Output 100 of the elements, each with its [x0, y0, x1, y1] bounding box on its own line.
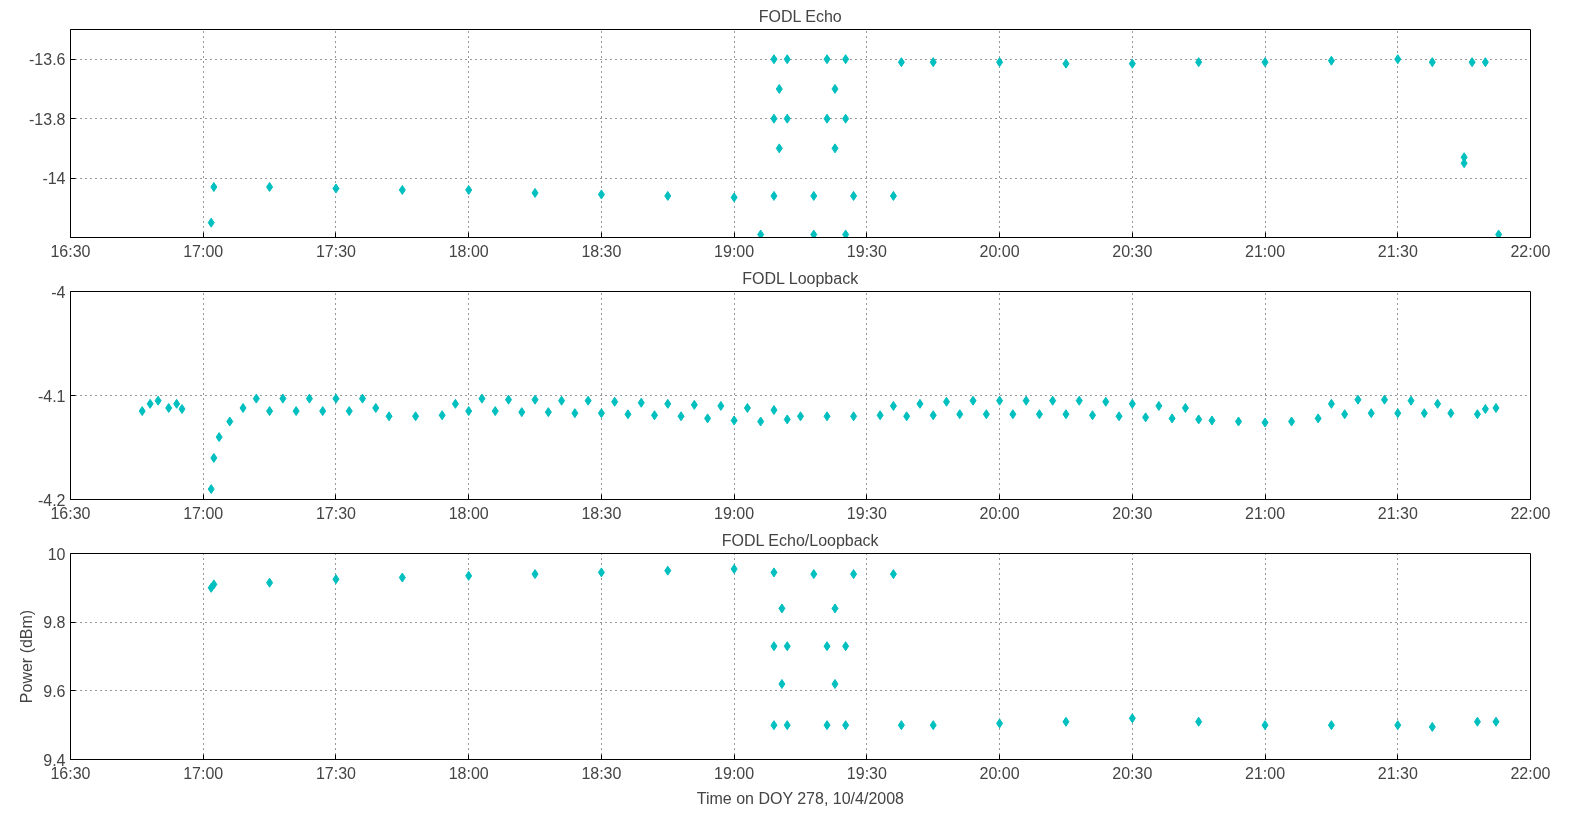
point	[332, 183, 340, 194]
x-tick-label: 19:30	[846, 242, 887, 260]
point	[842, 720, 850, 731]
y-tick-label: 10	[47, 545, 66, 563]
x-tick-label: 18:00	[448, 242, 489, 260]
point	[783, 113, 791, 124]
point	[775, 83, 783, 94]
x-tick-label: 21:30	[1377, 764, 1418, 782]
point	[850, 190, 858, 201]
y-tick-label: -14	[42, 170, 66, 188]
x-tick-label: 17:00	[183, 764, 224, 782]
x-axis-title: Time on DOY 278, 10/4/2008	[696, 789, 905, 807]
x-tick-label: 22:00	[1510, 764, 1551, 782]
point	[207, 217, 215, 228]
point	[210, 181, 218, 192]
y-tick-label: -13.8	[29, 110, 66, 128]
point	[842, 641, 850, 652]
y-axis-title: Power (dBm)	[18, 609, 36, 704]
chart-title: FODL Loopback	[742, 269, 860, 287]
x-tick-label: 17:00	[183, 242, 224, 260]
point	[1394, 720, 1402, 731]
point	[1327, 55, 1335, 66]
x-tick-label: 16:30	[50, 242, 91, 260]
x-tick-label: 18:30	[581, 764, 622, 782]
x-tick-label: 21:30	[1377, 504, 1418, 522]
point	[831, 603, 839, 614]
point	[1495, 229, 1503, 238]
point	[1128, 713, 1136, 724]
chart-title: FODL Echo/Loopback	[721, 531, 880, 549]
point	[1195, 716, 1203, 727]
x-tick-label: 21:00	[1245, 504, 1286, 522]
point	[810, 569, 818, 580]
point	[831, 83, 839, 94]
point	[597, 189, 605, 200]
point	[897, 57, 905, 68]
point	[465, 570, 473, 581]
point	[1062, 58, 1070, 69]
x-tick-label: 21:00	[1245, 242, 1286, 260]
point	[664, 190, 672, 201]
point	[332, 574, 340, 585]
point	[823, 113, 831, 124]
point	[1128, 58, 1136, 69]
point	[889, 569, 897, 580]
point	[810, 190, 818, 201]
x-tick-label: 18:30	[581, 242, 622, 260]
point	[664, 565, 672, 576]
x-tick-label: 20:30	[1112, 764, 1153, 782]
y-tick-label: -4.1	[37, 387, 66, 405]
point	[531, 187, 539, 198]
x-tick-label: 19:30	[846, 764, 887, 782]
x-tick-label: 18:00	[448, 504, 489, 522]
x-tick-label: 17:00	[183, 504, 224, 522]
point	[897, 720, 905, 731]
point	[266, 181, 274, 192]
y-tick-label: -13.6	[29, 51, 66, 69]
x-tick-label: 19:00	[714, 504, 755, 522]
point	[783, 720, 791, 731]
y-tick-label: 9.6	[43, 682, 66, 700]
point	[266, 577, 274, 588]
point	[730, 563, 738, 574]
point	[1492, 716, 1500, 727]
point	[1327, 720, 1335, 731]
point	[1481, 57, 1489, 68]
point	[1473, 716, 1481, 727]
x-tick-label: 19:30	[846, 504, 887, 522]
point	[398, 572, 406, 583]
point	[770, 641, 778, 652]
point	[996, 57, 1004, 68]
x-tick-label: 20:00	[979, 242, 1020, 260]
x-tick-label: 17:30	[315, 242, 357, 260]
point	[775, 143, 783, 154]
x-tick-label: 18:00	[448, 764, 489, 782]
x-tick-label: 22:00	[1510, 504, 1551, 522]
point	[1468, 57, 1476, 68]
point	[1428, 57, 1436, 68]
x-tick-label: 19:00	[714, 764, 755, 782]
point	[398, 184, 406, 195]
point	[531, 569, 539, 580]
point	[770, 113, 778, 124]
point	[465, 184, 473, 195]
point	[842, 229, 850, 238]
y-tick-label: -4	[51, 283, 66, 301]
y-tick-label: 9.8	[43, 614, 66, 632]
x-tick-label: 20:00	[979, 504, 1020, 522]
x-tick-label: 21:30	[1377, 242, 1418, 260]
point	[1062, 716, 1070, 727]
point	[850, 569, 858, 580]
point	[770, 190, 778, 201]
point	[929, 57, 937, 68]
point	[823, 54, 831, 65]
point	[823, 641, 831, 652]
x-tick-label: 19:00	[714, 242, 755, 260]
point	[1428, 721, 1436, 732]
x-tick-label: 18:30	[581, 504, 622, 522]
point	[889, 190, 897, 201]
point	[842, 54, 850, 65]
point	[770, 54, 778, 65]
x-tick-label: 22:00	[1510, 242, 1551, 260]
point	[831, 678, 839, 689]
point	[929, 720, 937, 731]
